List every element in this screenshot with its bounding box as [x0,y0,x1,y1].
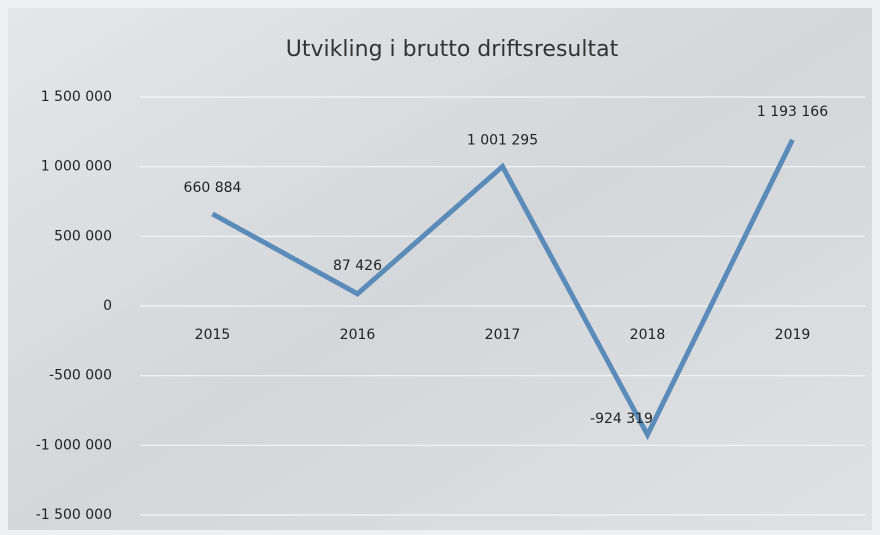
x-tick-label: 2018 [630,327,666,343]
y-tick-label: 500 000 [54,228,112,244]
line-series [211,138,795,441]
x-tick-label: 2019 [775,327,811,343]
y-tick-label: 1 000 000 [41,159,112,175]
data-label: -924 319 [590,411,653,427]
data-label: 1 193 166 [757,104,828,120]
x-tick-label: 2017 [485,327,521,343]
data-label: 87 426 [333,258,382,274]
data-label: 660 884 [184,180,242,196]
chart-title: Utvikling i brutto driftsresultat [286,37,619,62]
chart-area [8,8,872,530]
data-label: 1 001 295 [467,132,538,148]
y-tick-label: 1 500 000 [41,89,112,105]
y-tick-label: -1 500 000 [36,507,112,523]
x-tick-label: 2016 [340,327,376,343]
x-tick-label: 2015 [195,327,231,343]
y-tick-label: -500 000 [49,368,112,384]
y-tick-label: -1 000 000 [36,437,112,453]
y-tick-label: 0 [103,298,112,314]
